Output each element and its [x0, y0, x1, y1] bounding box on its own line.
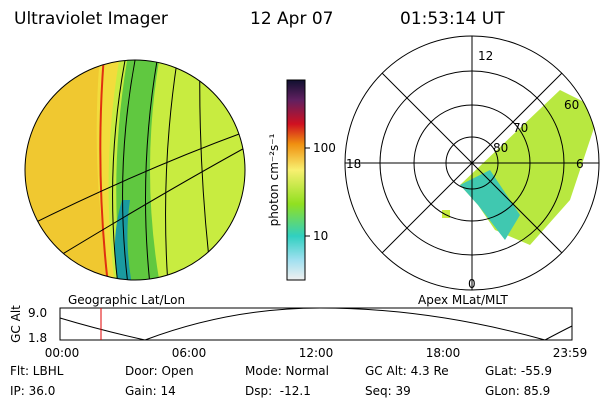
- x-tick-label: 18:00: [426, 346, 461, 360]
- mlt-label: 18: [346, 157, 361, 171]
- mlt-label: 6: [576, 157, 584, 171]
- time: 01:53:14 UT: [400, 9, 505, 29]
- x-ticks: 00:00 06:00 12:00 18:00 23:59: [45, 346, 588, 360]
- colorbar-unit: photon cm⁻²s⁻¹: [267, 133, 281, 226]
- info-field: Gain: 14: [125, 384, 176, 398]
- geo-image: [25, 60, 245, 280]
- disk-edge: [24, 59, 246, 281]
- info-field: Flt: LBHL: [10, 364, 64, 378]
- info-field: Mode: Normal: [245, 364, 329, 378]
- mlat-label: 70: [513, 121, 528, 135]
- info-field: GLon: 85.9: [485, 384, 550, 398]
- caption: Apex MLat/MLT: [418, 293, 508, 307]
- info-field: GLat: -55.9: [485, 364, 552, 378]
- x-tick-label: 06:00: [172, 346, 207, 360]
- info-panel: Flt: LBHL Door: Open Mode: Normal GC Alt: 4…: [10, 364, 552, 398]
- info-field: Seq: 39: [365, 384, 411, 398]
- colorbar-label: 10: [313, 229, 328, 243]
- info-field: Dsp: -12.1: [245, 384, 311, 398]
- altitude-curve: [59, 307, 573, 341]
- mlat-label: 60: [564, 98, 579, 112]
- title: Ultraviolet Imager: [14, 9, 168, 29]
- x-tick-label: 23:59: [553, 346, 588, 360]
- polar-grid: [344, 35, 600, 291]
- x-tick-label: 00:00: [45, 346, 80, 360]
- colorbar-label: 100: [313, 141, 336, 155]
- x-tick-label: 12:00: [299, 346, 334, 360]
- mlt-label: 12: [478, 49, 493, 63]
- y-tick-label: 9.0: [28, 306, 47, 320]
- caption: Geographic Lat/Lon: [68, 293, 185, 307]
- info-field: IP: 36.0: [10, 384, 55, 398]
- mlt-label: 0: [468, 277, 476, 291]
- colorbar: [286, 79, 306, 281]
- y-axis-label: GC Alt: [9, 305, 23, 343]
- y-tick-label: 1.8: [28, 331, 47, 345]
- info-field: GC Alt: 4.3 Re: [365, 364, 449, 378]
- info-field: Door: Open: [125, 364, 194, 378]
- date: 12 Apr 07: [250, 9, 333, 29]
- mlat-label: 80: [493, 141, 508, 155]
